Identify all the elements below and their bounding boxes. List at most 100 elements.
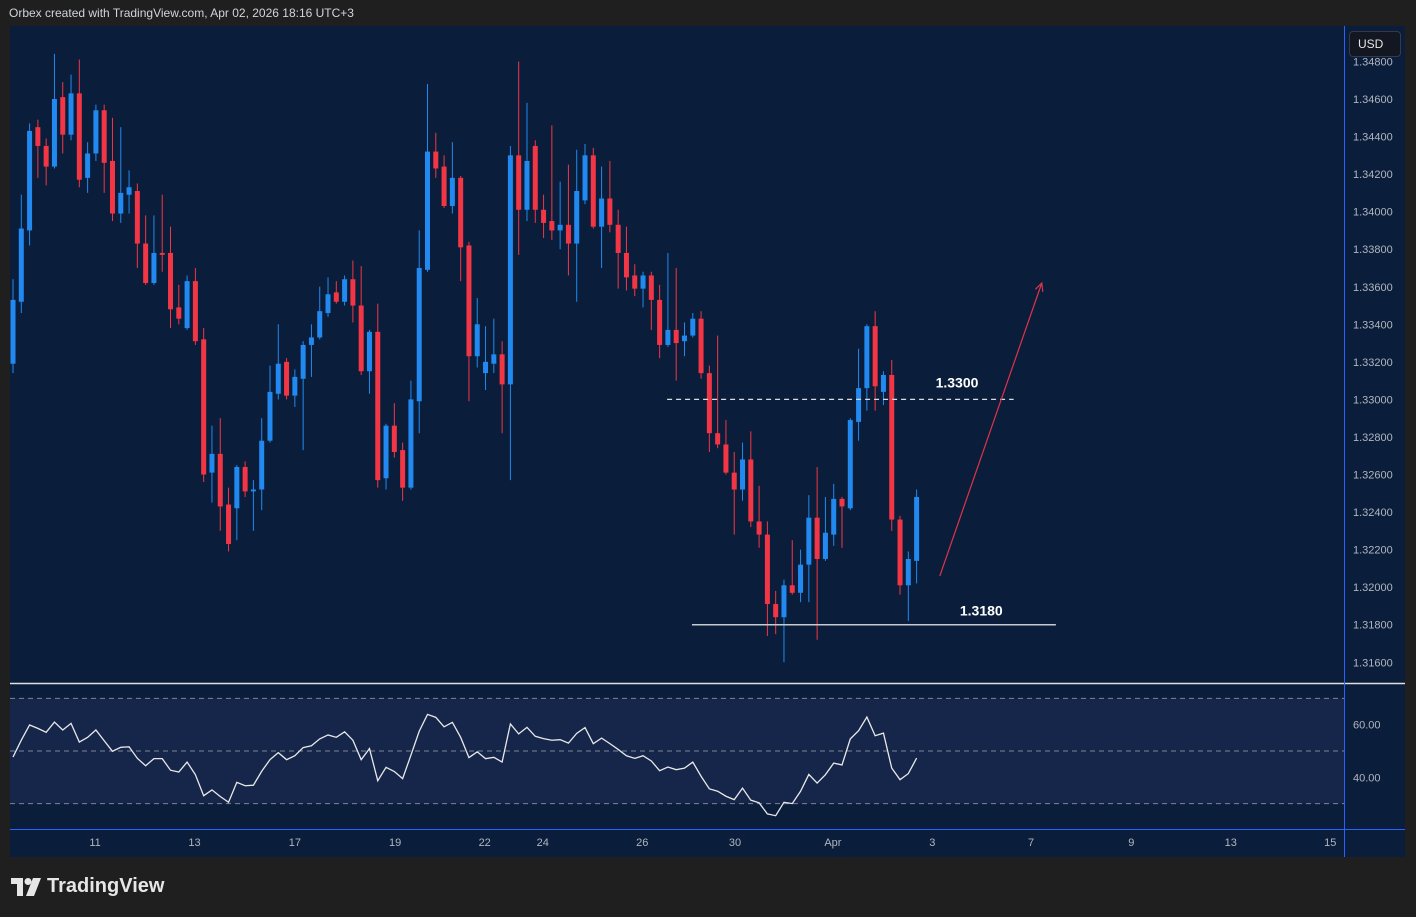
candle-body [68, 93, 74, 135]
tradingview-logo[interactable]: TradingView [11, 875, 164, 898]
candle-down [499, 341, 505, 434]
candle-body [648, 275, 654, 300]
support-label: 1.3180 [960, 603, 1003, 619]
candle-down [516, 61, 522, 255]
time-tick-label: 24 [537, 837, 549, 849]
candle-down [648, 271, 654, 330]
price-tick-label: 1.33200 [1353, 357, 1393, 369]
candle-up [85, 142, 91, 193]
price-tick-label: 1.34000 [1353, 207, 1393, 219]
candle-up [557, 181, 563, 250]
chart-credit: Orbex created with TradingView.com, Apr … [9, 6, 354, 20]
candle-body [582, 155, 588, 201]
candle-body [706, 373, 712, 434]
candle-down [897, 515, 903, 595]
candle-up [51, 53, 57, 169]
candle-down [226, 487, 232, 552]
candle-body [267, 391, 273, 441]
candle-up [831, 483, 837, 546]
annotations[interactable]: 1.3300 1.3180 [667, 281, 1056, 626]
candle-down [35, 119, 41, 178]
candle-body [632, 275, 638, 289]
price-axis[interactable]: 1.34800 1.34600 1.34400 1.34200 1.34000 1.338… [1353, 56, 1393, 669]
candle-body [101, 110, 107, 163]
candle-body [565, 224, 571, 244]
candle-up [574, 149, 580, 302]
candle-body [85, 153, 91, 178]
price-tick-label: 1.33400 [1353, 319, 1393, 331]
candle-up [267, 365, 273, 443]
candle-up [342, 275, 348, 306]
time-tick-label: 7 [1028, 837, 1034, 849]
candle-body [507, 155, 513, 385]
candle-body [740, 459, 746, 490]
candle-body [822, 532, 828, 559]
candle-up [250, 480, 256, 531]
time-tick-label: 26 [636, 837, 648, 849]
candle-down [607, 160, 613, 233]
rsi-tick-label: 60.00 [1353, 720, 1381, 732]
candle-up [491, 318, 497, 374]
rsi-guides [10, 697, 1344, 805]
candle-up [798, 549, 804, 603]
candle-body [798, 564, 804, 593]
candle-body [607, 198, 613, 225]
candle-body [673, 329, 679, 344]
rsi-tick-label: 40.00 [1353, 772, 1381, 784]
candle-down [839, 497, 845, 548]
price-tick-label: 1.32200 [1353, 545, 1393, 557]
candle-up [806, 495, 812, 603]
time-tick-label: Apr [824, 837, 841, 849]
candle-up [275, 324, 281, 400]
rsi-axis[interactable]: 60.00 40.00 [1353, 720, 1381, 785]
candle-body [383, 425, 389, 479]
candle-down [350, 260, 356, 323]
candle-down [541, 194, 547, 238]
candle-body [400, 450, 406, 488]
candle-body [731, 472, 737, 490]
candle-body [864, 326, 870, 389]
candle-up [325, 277, 331, 317]
time-tick-label: 9 [1128, 837, 1134, 849]
candle-body [375, 331, 381, 481]
candle-down [201, 328, 207, 483]
candle-down [731, 451, 737, 535]
candle-body [60, 97, 66, 135]
candle-body [408, 399, 414, 488]
price-tick-label: 1.31800 [1353, 620, 1393, 632]
price-tick-label: 1.32600 [1353, 470, 1393, 482]
candle-up [449, 142, 455, 214]
price-tick-label: 1.33600 [1353, 282, 1393, 294]
time-axis[interactable]: 11 13 17 19 22 24 26 30 Apr 3 7 9 13 15 [89, 837, 1336, 849]
price-tick-label: 1.33000 [1353, 394, 1393, 406]
candle-down [101, 104, 107, 193]
candle-body [234, 466, 240, 509]
candle-body [259, 440, 265, 490]
resistance-label: 1.3300 [936, 374, 979, 390]
candle-body [474, 324, 480, 357]
candle-up [905, 551, 911, 621]
candle-body [466, 245, 472, 357]
currency-button[interactable]: USD [1349, 31, 1401, 57]
candle-body [483, 361, 489, 374]
candle-body [168, 252, 174, 310]
candle-down [441, 155, 447, 208]
candle-body [756, 521, 762, 535]
price-tick-label: 1.33800 [1353, 244, 1393, 256]
candle-up [483, 326, 489, 391]
candle-up [740, 442, 746, 501]
candle-body [325, 294, 331, 314]
candle-up [366, 329, 372, 394]
candle-down [192, 267, 198, 345]
candle-body [151, 252, 157, 283]
candle-up [118, 127, 124, 223]
trend-arrow-head-icon [1035, 281, 1044, 293]
price-tick-label: 1.34400 [1353, 132, 1393, 144]
candle-body [897, 519, 903, 586]
candle-body [590, 155, 596, 227]
candle-body [217, 453, 223, 507]
candle-down [789, 540, 795, 595]
candle-down [176, 284, 182, 325]
candle-body [574, 190, 580, 244]
